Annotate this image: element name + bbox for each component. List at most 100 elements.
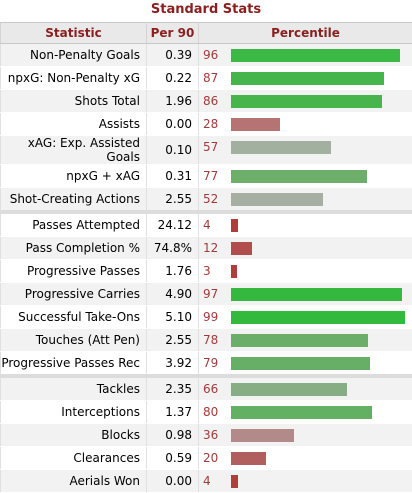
percentile-bar	[231, 219, 238, 232]
stat-name: Clearances	[1, 447, 147, 470]
standard-stats-table: Statistic Per 90 Percentile Non-Penalty …	[0, 22, 412, 493]
percentile-value: 57	[203, 136, 225, 158]
per90-value: 0.39	[147, 44, 199, 67]
per90-value: 1.37	[147, 401, 199, 424]
percentile-value: 66	[203, 378, 225, 400]
percentile-cell: 66	[199, 376, 412, 401]
per90-value: 0.00	[147, 470, 199, 493]
per90-value: 3.92	[147, 352, 199, 377]
per90-value: 2.55	[147, 188, 199, 213]
stat-name: xAG: Exp. Assisted Goals	[1, 136, 147, 165]
stat-name: Pass Completion %	[1, 237, 147, 260]
percentile-bar	[231, 242, 252, 255]
header-row: Statistic Per 90 Percentile	[1, 23, 412, 44]
percentile-bar	[231, 170, 367, 183]
percentile-cell: 20	[199, 447, 412, 470]
percentile-cell: 78	[199, 329, 412, 352]
percentile-cell: 57	[199, 136, 412, 165]
percentile-cell: 4	[199, 212, 412, 237]
percentile-cell: 12	[199, 237, 412, 260]
percentile-cell: 52	[199, 188, 412, 213]
per90-value: 74.8%	[147, 237, 199, 260]
per90-value: 0.98	[147, 424, 199, 447]
stat-name: Progressive Carries	[1, 283, 147, 306]
table-caption: Standard Stats	[0, 0, 412, 22]
stat-name: Progressive Passes	[1, 260, 147, 283]
percentile-value: 99	[203, 306, 225, 328]
percentile-bar	[231, 311, 405, 324]
percentile-value: 3	[203, 260, 225, 282]
percentile-value: 28	[203, 113, 225, 135]
percentile-value: 52	[203, 188, 225, 210]
stat-name: Successful Take-Ons	[1, 306, 147, 329]
per90-value: 1.96	[147, 90, 199, 113]
percentile-cell: 36	[199, 424, 412, 447]
per90-value: 0.31	[147, 165, 199, 188]
percentile-cell: 28	[199, 113, 412, 136]
percentile-bar	[231, 118, 280, 131]
stat-name: Touches (Att Pen)	[1, 329, 147, 352]
header-per90[interactable]: Per 90	[147, 23, 199, 44]
percentile-bar	[231, 265, 237, 278]
percentile-cell: 4	[199, 470, 412, 493]
per90-value: 0.59	[147, 447, 199, 470]
stat-name: Blocks	[1, 424, 147, 447]
percentile-cell: 87	[199, 67, 412, 90]
percentile-bar	[231, 193, 323, 206]
percentile-cell: 99	[199, 306, 412, 329]
percentile-bar	[231, 95, 382, 108]
stat-name: Shot-Creating Actions	[1, 188, 147, 213]
percentile-cell: 77	[199, 165, 412, 188]
percentile-bar	[231, 288, 402, 301]
per90-value: 0.22	[147, 67, 199, 90]
per90-value: 5.10	[147, 306, 199, 329]
percentile-value: 79	[203, 352, 225, 374]
header-percentile[interactable]: Percentile	[199, 23, 412, 44]
stat-name: Shots Total	[1, 90, 147, 113]
percentile-value: 86	[203, 90, 225, 112]
percentile-cell: 79	[199, 352, 412, 377]
percentile-value: 4	[203, 470, 225, 492]
percentile-value: 77	[203, 165, 225, 187]
per90-value: 24.12	[147, 212, 199, 237]
percentile-value: 87	[203, 67, 225, 89]
percentile-cell: 80	[199, 401, 412, 424]
stat-name: npxG + xAG	[1, 165, 147, 188]
percentile-value: 4	[203, 214, 225, 236]
stat-name: Progressive Passes Rec	[1, 352, 147, 377]
per90-value: 2.35	[147, 376, 199, 401]
percentile-bar	[231, 141, 331, 154]
stat-name: Non-Penalty Goals	[1, 44, 147, 67]
percentile-bar	[231, 429, 294, 442]
stat-name: Interceptions	[1, 401, 147, 424]
per90-value: 0.10	[147, 136, 199, 165]
per90-value: 2.55	[147, 329, 199, 352]
percentile-bar	[231, 475, 238, 488]
percentile-bar	[231, 357, 370, 370]
percentile-cell: 96	[199, 44, 412, 67]
header-statistic[interactable]: Statistic	[1, 23, 147, 44]
percentile-bar	[231, 49, 400, 62]
percentile-bar	[231, 72, 384, 85]
per90-value: 0.00	[147, 113, 199, 136]
stat-name: Assists	[1, 113, 147, 136]
percentile-bar	[231, 452, 266, 465]
stat-name: Aerials Won	[1, 470, 147, 493]
percentile-cell: 3	[199, 260, 412, 283]
percentile-cell: 86	[199, 90, 412, 113]
percentile-bar	[231, 334, 368, 347]
